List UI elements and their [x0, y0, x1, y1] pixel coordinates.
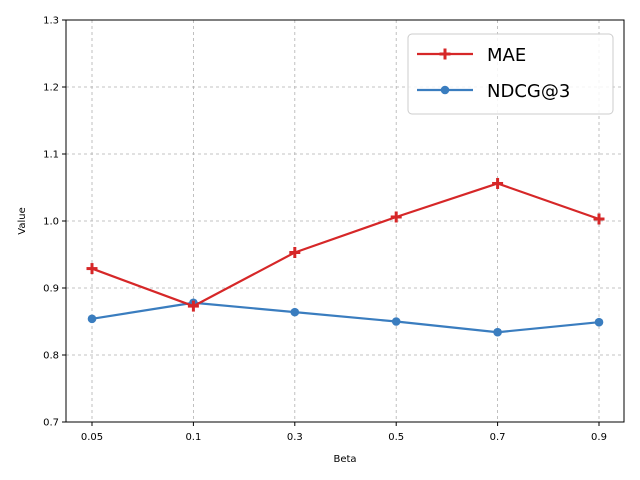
series-line-ndcg-3 — [91, 301, 600, 334]
data-point-ndcg-3 — [493, 327, 502, 337]
x-axis-label: Beta — [333, 454, 356, 465]
legend-marker — [440, 85, 450, 95]
x-tick-label: 0.7 — [490, 432, 506, 443]
y-axis-label: Value — [17, 207, 28, 234]
y-tick-label: 1.3 — [43, 16, 59, 27]
legend: MAE NDCG@3 — [407, 33, 614, 115]
legend-label: MAE — [487, 45, 526, 66]
y-tick-label: 1.0 — [43, 217, 59, 228]
legend-item-ndcg-3: NDCG@3 — [417, 81, 570, 102]
series-layer — [86, 177, 605, 337]
ticks: 0.05 0.1 0.3 0.5 0.7 0.9 0.7 0.8 0.9 1.0 1.1 1.2 1.3 — [43, 16, 607, 444]
data-point-mae — [289, 246, 301, 258]
data-point-mae — [187, 300, 199, 312]
x-tick-label: 0.05 — [81, 432, 103, 443]
y-tick-label: 1.2 — [43, 83, 59, 94]
data-point-ndcg-3 — [87, 314, 97, 324]
legend-label: NDCG@3 — [487, 81, 570, 102]
x-tick-label: 0.1 — [185, 432, 201, 443]
y-tick-label: 0.8 — [43, 351, 59, 362]
x-tick-label: 0.9 — [591, 432, 607, 443]
x-tick-label: 0.3 — [287, 432, 303, 443]
legend-marker — [439, 48, 451, 60]
y-tick-label: 1.1 — [43, 150, 59, 161]
series-ndcg-3 — [87, 298, 604, 337]
series-line-mae — [91, 182, 600, 308]
legend-item-mae: MAE — [417, 45, 526, 66]
data-point-mae — [86, 263, 98, 275]
x-tick-label: 0.5 — [388, 432, 404, 443]
data-point-mae — [390, 211, 402, 223]
series-mae — [86, 177, 605, 312]
data-point-ndcg-3 — [391, 317, 401, 326]
data-point-ndcg-3 — [594, 317, 604, 327]
data-point-mae — [593, 213, 605, 225]
y-tick-label: 0.7 — [43, 418, 59, 429]
y-tick-label: 0.9 — [43, 284, 59, 295]
data-point-mae — [492, 177, 504, 189]
data-point-ndcg-3 — [290, 307, 300, 317]
